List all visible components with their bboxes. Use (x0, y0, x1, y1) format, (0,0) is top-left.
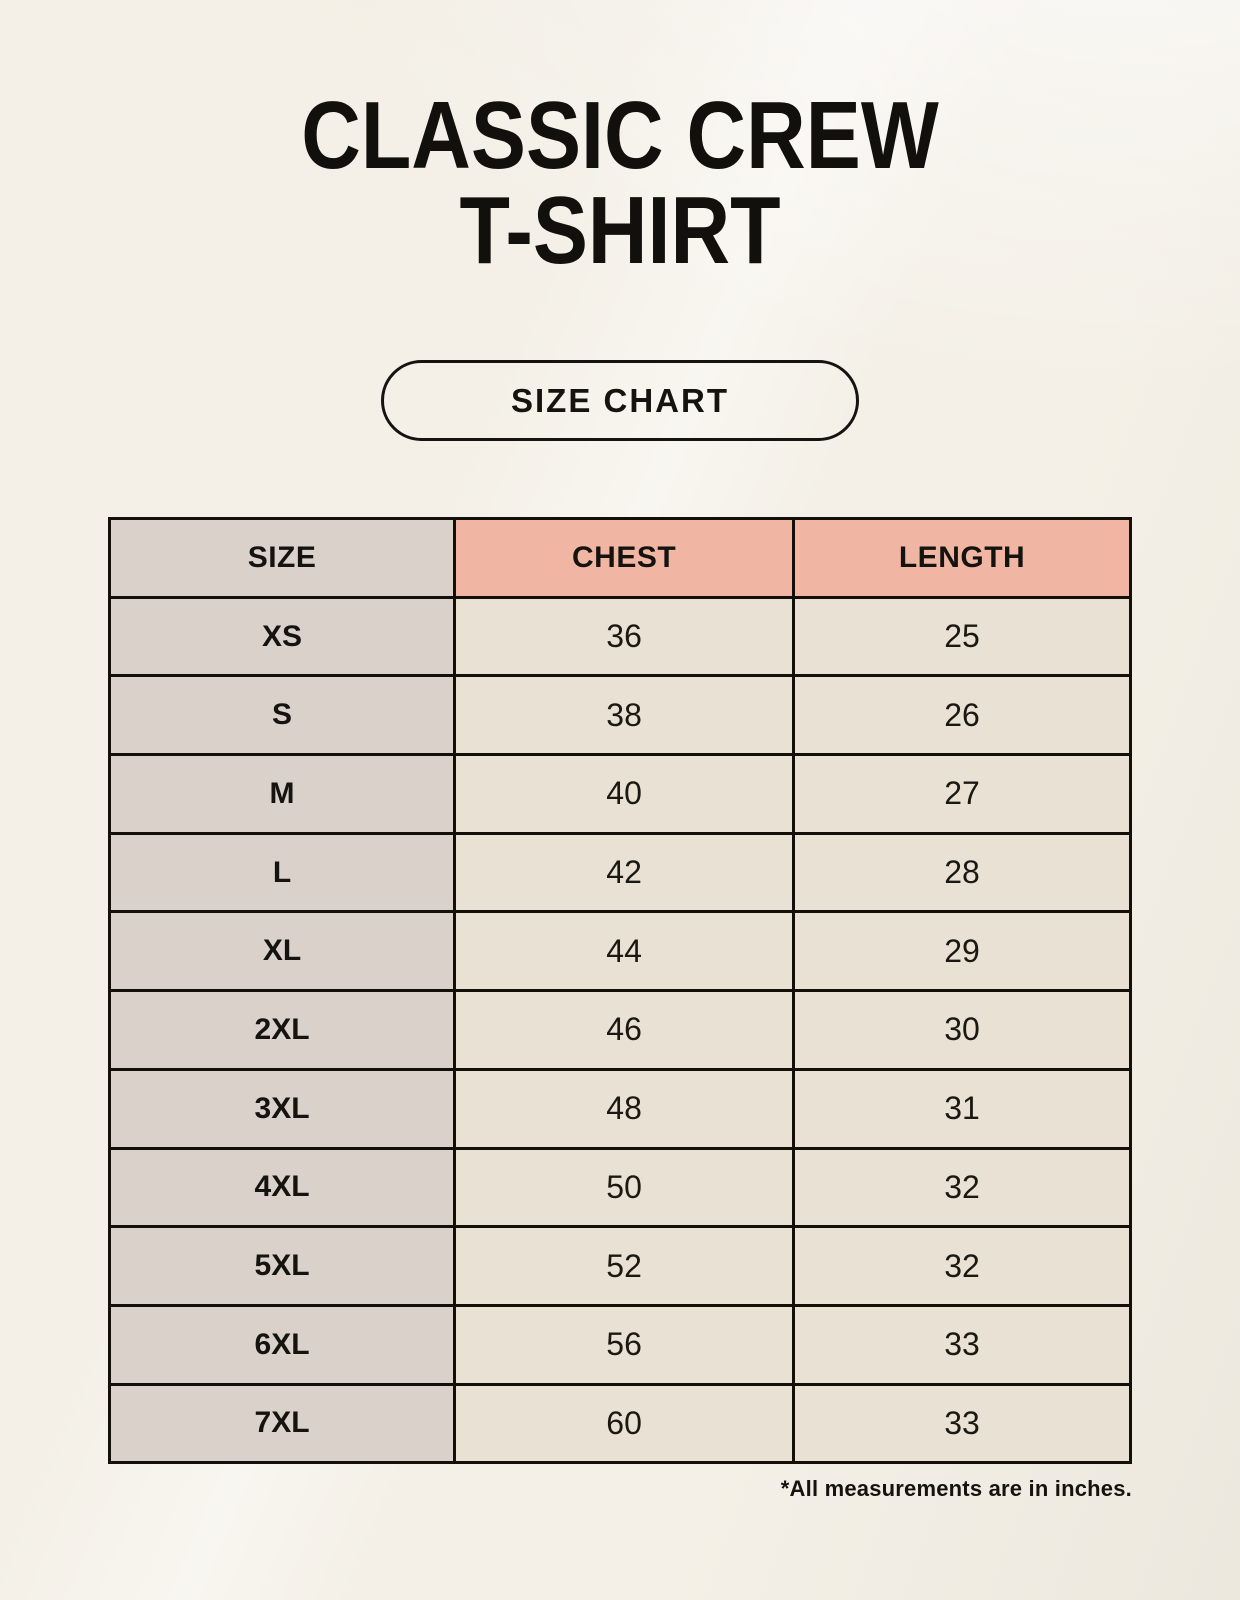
table-row: 7XL 60 33 (107, 1382, 1132, 1465)
length-cell: 29 (792, 910, 1132, 993)
page-title: CLASSIC CREW T-SHIRT (0, 82, 1240, 284)
length-cell: 25 (792, 595, 1132, 678)
size-cell: 6XL (107, 1303, 457, 1386)
measurements-footnote: *All measurements are in inches. (780, 1476, 1132, 1502)
size-chart-table: SIZE CHEST LENGTH XS 36 25 S 38 26 M 40 27 L 42 28 X… (107, 517, 1132, 1465)
table-row: M 40 27 (107, 753, 1132, 835)
size-cell: 5XL (107, 1225, 457, 1307)
chest-cell: 40 (453, 753, 796, 835)
chest-cell: 60 (453, 1382, 796, 1465)
table-row: 6XL 56 33 (107, 1303, 1132, 1386)
size-cell: 7XL (107, 1382, 457, 1465)
length-cell: 27 (792, 753, 1132, 835)
size-cell: 2XL (107, 989, 457, 1071)
chest-cell: 48 (453, 1067, 796, 1150)
title-line-2: T-SHIRT (459, 177, 781, 284)
chest-cell: 50 (453, 1146, 796, 1229)
chest-cell: 44 (453, 910, 796, 993)
size-chart-button[interactable]: SIZE CHART (381, 360, 859, 441)
table-header-row: SIZE CHEST LENGTH (107, 517, 1132, 599)
chest-cell: 52 (453, 1225, 796, 1307)
size-cell: 3XL (107, 1067, 457, 1150)
length-cell: 26 (792, 674, 1132, 757)
length-cell: 33 (792, 1303, 1132, 1386)
chest-cell: 38 (453, 674, 796, 757)
table-row: 2XL 46 30 (107, 989, 1132, 1071)
size-cell: XL (107, 910, 457, 993)
title-line-1: CLASSIC CREW (301, 82, 939, 189)
size-cell: 4XL (107, 1146, 457, 1229)
table-row: XS 36 25 (107, 595, 1132, 678)
table-row: XL 44 29 (107, 910, 1132, 993)
chest-cell: 42 (453, 831, 796, 914)
table-row: 3XL 48 31 (107, 1067, 1132, 1150)
table-row: 4XL 50 32 (107, 1146, 1132, 1229)
length-cell: 33 (792, 1382, 1132, 1465)
length-cell: 32 (792, 1225, 1132, 1307)
table-row: 5XL 52 32 (107, 1225, 1132, 1307)
length-cell: 32 (792, 1146, 1132, 1229)
chest-cell: 36 (453, 595, 796, 678)
size-cell: M (107, 753, 457, 835)
size-cell: S (107, 674, 457, 757)
chest-cell: 46 (453, 989, 796, 1071)
table-body: XS 36 25 S 38 26 M 40 27 L 42 28 XL 44 29 2XL 46 30 3XL 48 3… (107, 595, 1132, 1465)
column-header-size: SIZE (107, 517, 457, 599)
table-row: S 38 26 (107, 674, 1132, 757)
table-row: L 42 28 (107, 831, 1132, 914)
length-cell: 28 (792, 831, 1132, 914)
size-cell: XS (107, 595, 457, 678)
length-cell: 31 (792, 1067, 1132, 1150)
length-cell: 30 (792, 989, 1132, 1071)
column-header-length: LENGTH (792, 517, 1132, 599)
size-cell: L (107, 831, 457, 914)
column-header-chest: CHEST (453, 517, 796, 599)
chest-cell: 56 (453, 1303, 796, 1386)
